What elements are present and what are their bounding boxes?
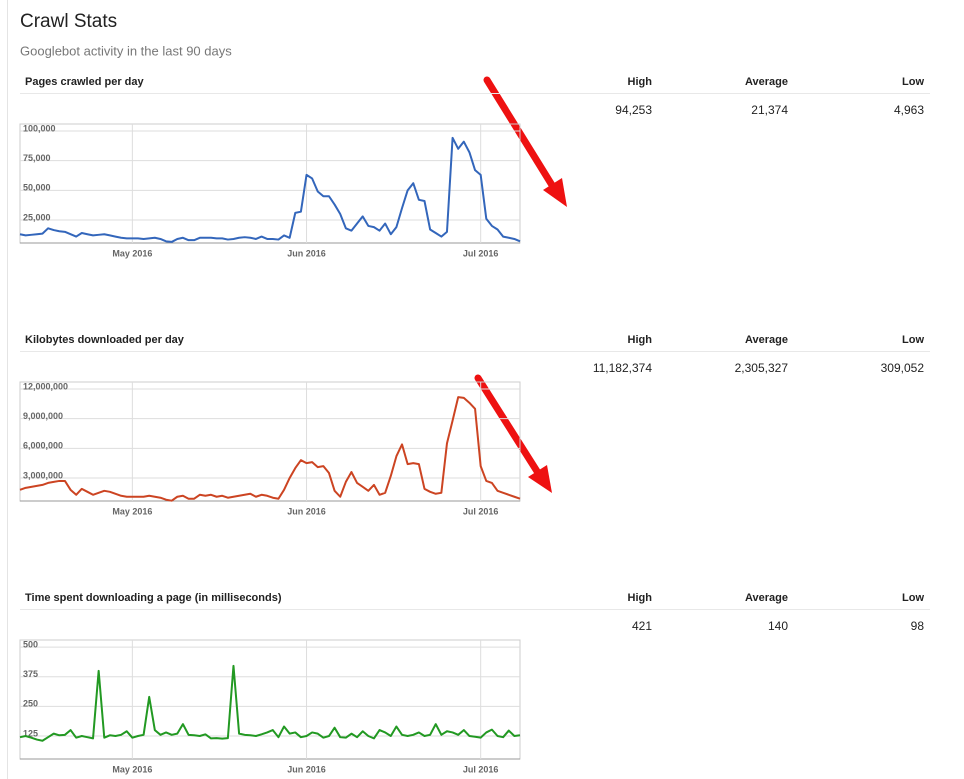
page-title: Crawl Stats [20, 11, 117, 32]
stat-value: 94,253 [615, 103, 652, 117]
y-tick-label: 75,000 [23, 153, 51, 163]
x-tick-label: Jul 2016 [463, 764, 499, 774]
stat-value: 21,374 [751, 103, 788, 117]
page-subtitle: Googlebot activity in the last 90 days [20, 43, 232, 58]
plot-area [19, 639, 521, 760]
y-tick-label: 6,000,000 [23, 441, 63, 451]
x-tick-label: Jun 2016 [287, 248, 326, 258]
stat-value: 140 [768, 619, 788, 633]
stat-label: Low [902, 76, 924, 88]
plot-area [19, 123, 521, 244]
x-tick-label: Jul 2016 [463, 248, 499, 258]
x-tick-label: May 2016 [112, 248, 152, 258]
stat-label: Average [745, 592, 788, 604]
x-tick-label: Jun 2016 [287, 506, 326, 516]
y-tick-label: 12,000,000 [23, 381, 68, 391]
stat-label: High [628, 592, 653, 604]
y-tick-label: 375 [23, 669, 38, 679]
y-tick-label: 500 [23, 639, 38, 649]
y-tick-label: 250 [23, 699, 38, 709]
annotation-arrow [483, 76, 567, 207]
annotation-arrow [474, 374, 552, 493]
y-tick-label: 125 [23, 728, 38, 738]
chart-title: Time spent downloading a page (in millis… [25, 592, 282, 604]
x-tick-label: May 2016 [112, 764, 152, 774]
stat-value: 4,963 [894, 103, 924, 117]
y-tick-label: 25,000 [23, 212, 51, 222]
x-tick-label: Jun 2016 [287, 764, 326, 774]
plot-area [19, 381, 521, 502]
stat-value: 2,305,327 [735, 361, 789, 375]
stat-label: Low [902, 592, 924, 604]
stat-label: Low [902, 334, 924, 346]
data-line [19, 664, 521, 742]
stat-label: Average [745, 76, 788, 88]
stat-value: 11,182,374 [593, 361, 652, 375]
stat-label: High [628, 334, 653, 346]
y-tick-label: 50,000 [23, 183, 51, 193]
x-tick-label: May 2016 [112, 506, 152, 516]
chart-title: Kilobytes downloaded per day [25, 334, 185, 346]
x-tick-label: Jul 2016 [463, 506, 499, 516]
stat-value: 309,052 [881, 361, 925, 375]
data-line [19, 396, 521, 502]
stat-value: 98 [911, 619, 925, 633]
stat-label: High [628, 76, 653, 88]
y-tick-label: 100,000 [23, 123, 56, 133]
y-tick-label: 9,000,000 [23, 411, 63, 421]
y-tick-label: 3,000,000 [23, 470, 63, 480]
stat-label: Average [745, 334, 788, 346]
chart-title: Pages crawled per day [25, 76, 144, 88]
stat-value: 421 [632, 619, 652, 633]
data-line [19, 136, 521, 243]
